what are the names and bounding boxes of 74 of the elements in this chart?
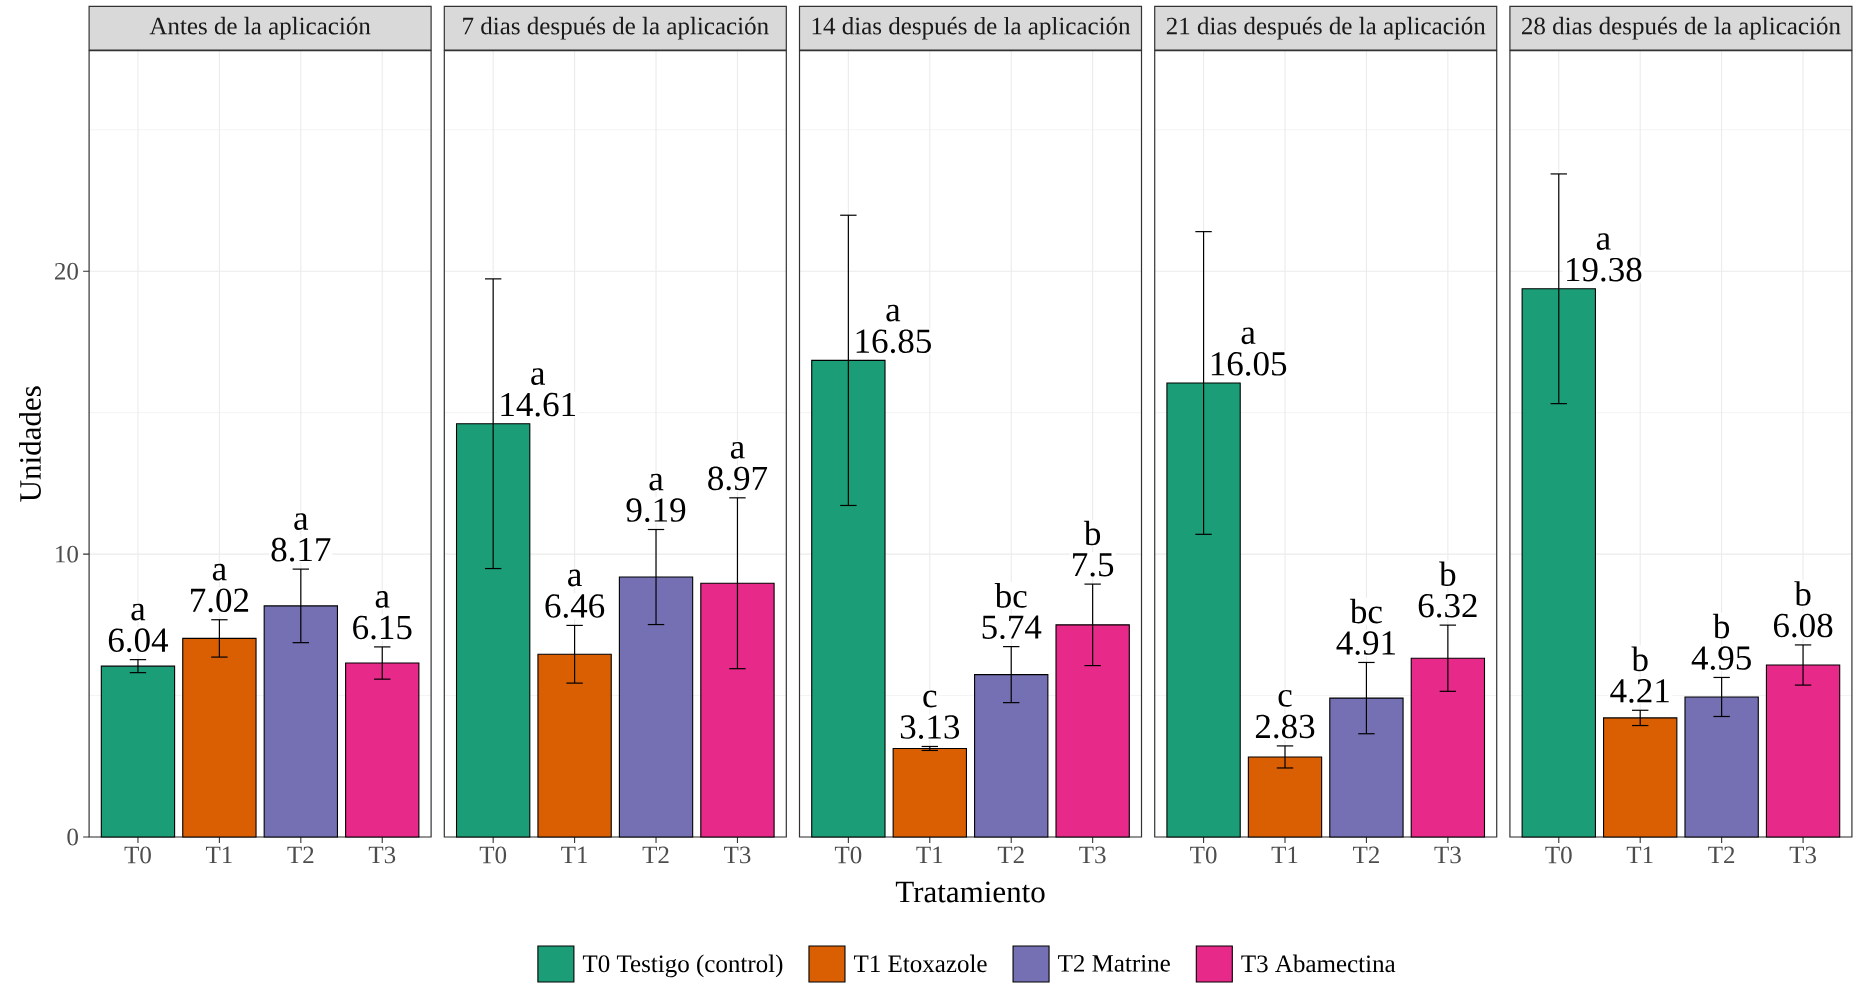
y-tick-label: 10 bbox=[56, 545, 78, 563]
annotation: a bbox=[212, 563, 227, 581]
data-label: 6.08 bbox=[1773, 613, 1833, 638]
x-tick-label: T1 bbox=[1271, 846, 1298, 864]
data-label: 14.61 bbox=[501, 392, 576, 417]
y-tick-label: 20 bbox=[55, 262, 78, 280]
annotation: b bbox=[1439, 561, 1456, 587]
data-label: 6.46 bbox=[545, 594, 605, 618]
annotation: a bbox=[375, 591, 390, 608]
x-tick-label: T3 bbox=[1079, 846, 1106, 864]
annotation: a bbox=[730, 441, 745, 459]
data-label: 19.38 bbox=[1567, 257, 1642, 282]
annotation: b bbox=[1794, 581, 1811, 606]
x-tick-label: T3 bbox=[724, 846, 751, 864]
data-label: 7.5 bbox=[1073, 553, 1114, 577]
annotation: a bbox=[131, 603, 146, 621]
x-tick-label: T0 bbox=[1190, 846, 1217, 864]
x-tick-label: T3 bbox=[1434, 846, 1461, 864]
annotation: a bbox=[886, 304, 901, 322]
data-label: 8.97 bbox=[708, 466, 768, 491]
x-tick-label: T0 bbox=[124, 846, 151, 864]
data-label: 4.95 bbox=[1691, 646, 1751, 670]
x-tick-label: T2 bbox=[1708, 846, 1735, 864]
data-label: 7.02 bbox=[191, 588, 249, 613]
y-axis-title: Unidades bbox=[19, 386, 41, 502]
data-label: 6.15 bbox=[353, 615, 412, 640]
x-tick-label: T3 bbox=[1789, 846, 1816, 864]
x-tick-label: T1 bbox=[205, 846, 232, 864]
annotation: bc bbox=[1349, 598, 1382, 624]
data-label: 6.04 bbox=[108, 628, 169, 653]
x-tick-label: T1 bbox=[916, 846, 943, 864]
chart-title: 28 dias después de la aplicación bbox=[1522, 16, 1841, 40]
annotation: a bbox=[294, 513, 309, 530]
x-tick-label: T1 bbox=[1626, 846, 1653, 864]
legend-label: T3 Abamectina bbox=[1241, 954, 1396, 973]
data-label: 16.05 bbox=[1211, 352, 1287, 376]
annotation: c bbox=[923, 690, 937, 708]
data-label: 8.17 bbox=[271, 537, 331, 562]
data-label: 5.74 bbox=[982, 615, 1042, 640]
data-label: 6.32 bbox=[1418, 593, 1477, 618]
x-tick-label: T0 bbox=[834, 846, 862, 864]
x-tick-label: T0 bbox=[479, 846, 507, 864]
annotation: a bbox=[1241, 327, 1256, 345]
annotation: bc bbox=[994, 583, 1027, 608]
x-tick-label: T2 bbox=[287, 846, 314, 864]
data-label: 16.85 bbox=[856, 329, 931, 354]
chart-title: 14 dias después de la aplicación bbox=[812, 16, 1131, 40]
annotation: a bbox=[531, 368, 546, 385]
legend-label: T0 Testigo (control) bbox=[582, 954, 783, 978]
annotation: b bbox=[1631, 646, 1648, 672]
x-tick-label: T2 bbox=[642, 846, 669, 864]
chart-title: Antes de la aplicación bbox=[149, 16, 371, 40]
legend-label: T2 Matrine bbox=[1058, 954, 1170, 972]
x-tick-label: T0 bbox=[1545, 846, 1572, 864]
data-label: 4.21 bbox=[1610, 679, 1669, 703]
annotation: a bbox=[568, 569, 582, 587]
x-tick-label: T2 bbox=[1353, 846, 1379, 864]
annotation: a bbox=[649, 473, 664, 491]
chart-title: 21 dias después de la aplicación bbox=[1166, 16, 1486, 40]
annotation: b bbox=[1083, 520, 1101, 546]
x-tick-label: T2 bbox=[997, 846, 1024, 864]
annotation: a bbox=[1596, 233, 1611, 250]
annotation: c bbox=[1278, 689, 1292, 707]
data-label: 4.91 bbox=[1336, 631, 1395, 655]
data-label: 9.19 bbox=[626, 498, 686, 523]
chart-title: 7 dias después de la aplicación bbox=[463, 16, 769, 40]
legend-label: T1 Etoxazole bbox=[853, 954, 987, 973]
y-tick-label: 0 bbox=[67, 828, 78, 846]
data-label: 2.83 bbox=[1255, 714, 1315, 739]
x-axis-title: Tratamiento bbox=[895, 881, 1045, 903]
x-tick-label: T3 bbox=[368, 846, 396, 864]
x-tick-label: T1 bbox=[561, 846, 587, 864]
annotation: b bbox=[1712, 613, 1730, 639]
data-label: 3.13 bbox=[900, 715, 960, 739]
